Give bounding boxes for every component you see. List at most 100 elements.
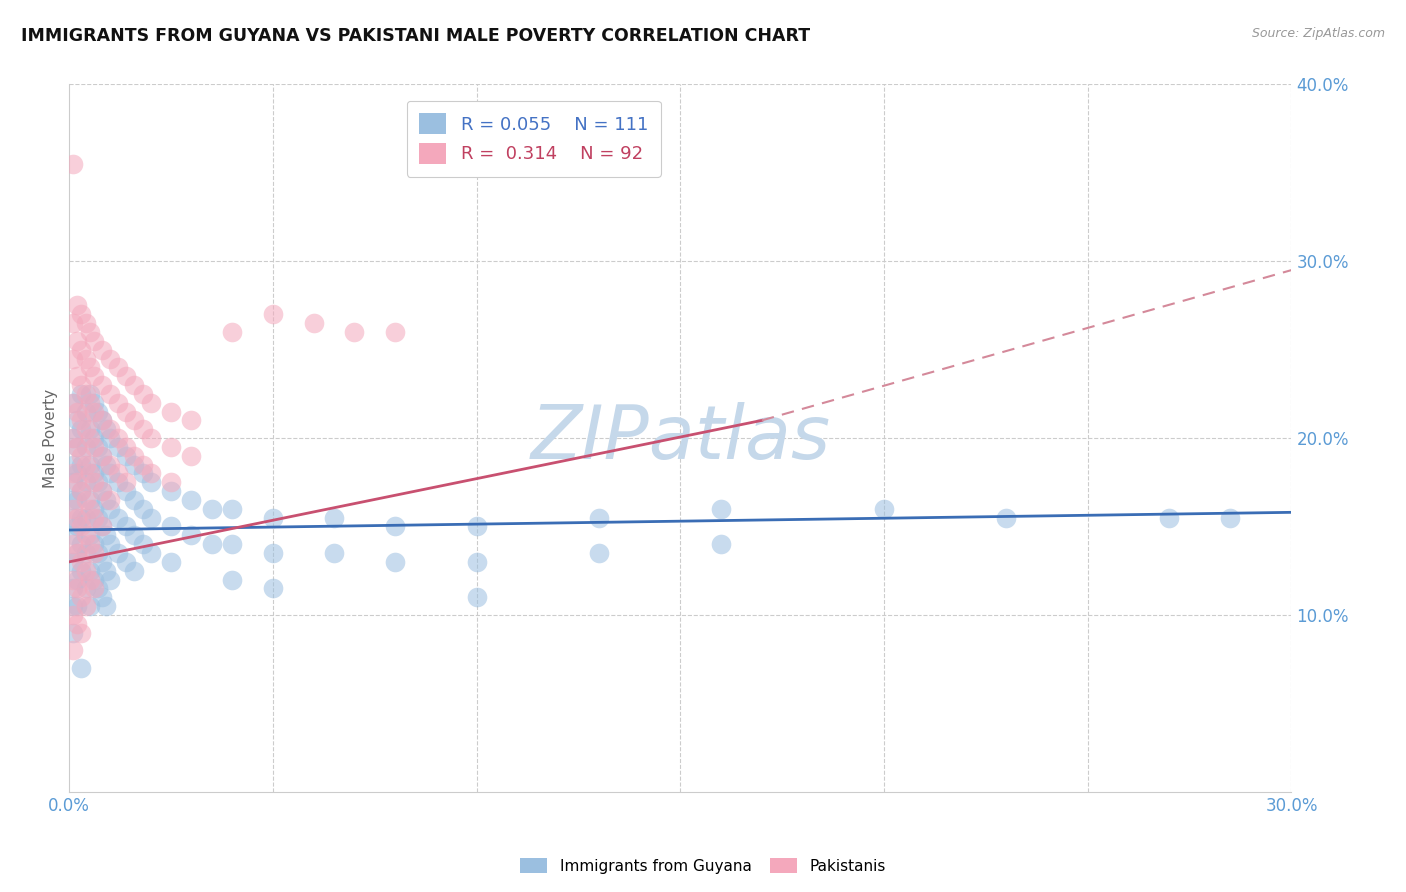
Point <box>139 510 162 524</box>
Point <box>70 449 93 463</box>
Point <box>131 537 153 551</box>
Point <box>66 404 89 418</box>
Point <box>62 537 84 551</box>
Text: IMMIGRANTS FROM GUYANA VS PAKISTANI MALE POVERTY CORRELATION CHART: IMMIGRANTS FROM GUYANA VS PAKISTANI MALE… <box>21 27 810 45</box>
Point <box>107 510 129 524</box>
Point <box>384 555 406 569</box>
Point <box>90 413 112 427</box>
Point <box>66 616 89 631</box>
Point <box>83 501 105 516</box>
Point <box>70 519 93 533</box>
Point <box>139 467 162 481</box>
Point <box>62 467 84 481</box>
Point <box>262 510 284 524</box>
Point <box>302 316 325 330</box>
Point <box>221 537 243 551</box>
Point <box>90 555 112 569</box>
Point <box>66 440 89 454</box>
Point <box>70 484 93 499</box>
Point <box>83 537 105 551</box>
Point <box>98 573 121 587</box>
Point <box>75 582 97 596</box>
Point <box>98 537 121 551</box>
Point <box>75 404 97 418</box>
Point <box>90 378 112 392</box>
Point <box>79 360 101 375</box>
Point <box>107 546 129 560</box>
Point <box>98 492 121 507</box>
Point <box>115 519 138 533</box>
Point <box>124 413 146 427</box>
Point <box>94 458 117 472</box>
Point <box>66 599 89 613</box>
Point <box>79 528 101 542</box>
Point <box>83 510 105 524</box>
Point <box>75 387 97 401</box>
Point <box>131 422 153 436</box>
Point <box>66 546 89 560</box>
Point <box>70 591 93 605</box>
Point <box>66 492 89 507</box>
Point <box>66 413 89 427</box>
Point <box>98 501 121 516</box>
Point <box>221 573 243 587</box>
Point <box>262 307 284 321</box>
Point <box>160 475 183 490</box>
Point <box>160 440 183 454</box>
Point <box>83 431 105 445</box>
Point <box>66 440 89 454</box>
Point <box>107 360 129 375</box>
Point <box>995 510 1018 524</box>
Point <box>98 351 121 366</box>
Text: Source: ZipAtlas.com: Source: ZipAtlas.com <box>1251 27 1385 40</box>
Point <box>62 157 84 171</box>
Point <box>66 334 89 348</box>
Point <box>343 325 366 339</box>
Point <box>62 501 84 516</box>
Point <box>70 413 93 427</box>
Point <box>465 591 488 605</box>
Point <box>62 528 84 542</box>
Point <box>94 599 117 613</box>
Point <box>139 546 162 560</box>
Point <box>124 458 146 472</box>
Point <box>465 555 488 569</box>
Point <box>160 519 183 533</box>
Point <box>107 431 129 445</box>
Point <box>90 413 112 427</box>
Point <box>75 422 97 436</box>
Point <box>66 475 89 490</box>
Point <box>83 395 105 409</box>
Point <box>62 607 84 622</box>
Point <box>1159 510 1181 524</box>
Point <box>79 422 101 436</box>
Point <box>87 546 110 560</box>
Point <box>262 546 284 560</box>
Point <box>62 555 84 569</box>
Point <box>75 316 97 330</box>
Point <box>66 546 89 560</box>
Point <box>131 458 153 472</box>
Point <box>124 564 146 578</box>
Point <box>87 404 110 418</box>
Point <box>62 510 84 524</box>
Point <box>70 484 93 499</box>
Point <box>160 404 183 418</box>
Point <box>115 404 138 418</box>
Point <box>201 537 224 551</box>
Point <box>75 458 97 472</box>
Point <box>66 467 89 481</box>
Point <box>70 343 93 357</box>
Point <box>124 378 146 392</box>
Point <box>131 501 153 516</box>
Point <box>115 475 138 490</box>
Point <box>94 492 117 507</box>
Point <box>79 395 101 409</box>
Point <box>83 334 105 348</box>
Point <box>75 440 97 454</box>
Point <box>90 484 112 499</box>
Point <box>115 484 138 499</box>
Point <box>98 422 121 436</box>
Point <box>107 440 129 454</box>
Point <box>94 528 117 542</box>
